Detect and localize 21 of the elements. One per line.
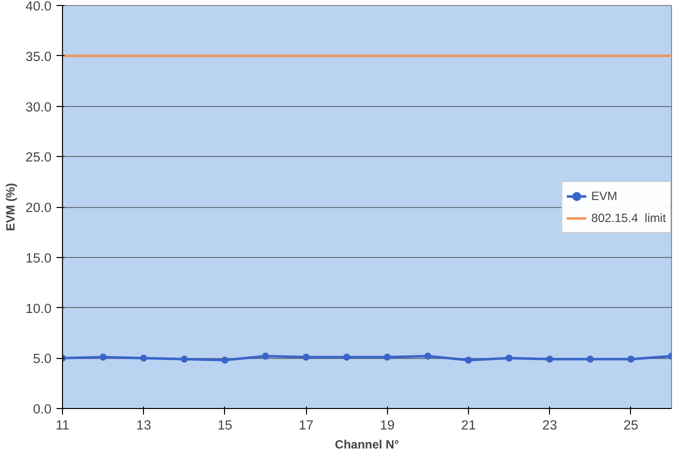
x-tick-label: 21 [461,418,476,432]
y-tick-label: 30.0 [26,99,52,114]
x-tick-label: 13 [136,418,152,432]
y-tick-label: 20.0 [26,200,52,215]
y-tick-label: 40.0 [26,0,52,14]
x-tick-label: 25 [623,418,638,432]
y-tick-label: 25.0 [26,150,52,165]
y-tick-label: 35.0 [26,48,52,64]
y-tick-label: 15.0 [26,250,52,266]
y-tick-label: 10.0 [26,300,52,316]
y-tick-label: 5.0 [32,351,52,366]
x-axis-title: Channel N° [334,438,400,452]
legend-label: EVM [591,188,618,202]
x-tick-label: 19 [380,418,395,432]
x-tick-label: 11 [56,418,70,432]
x-tick-label: 23 [542,418,558,432]
x-tick-label: 17 [298,418,314,432]
y-tick-label: 0.0 [32,402,52,416]
x-tick-label: 15 [217,418,232,432]
legend-label: 802.15.4 limit [591,210,666,224]
y-axis-title: EVM (%) [4,182,18,231]
